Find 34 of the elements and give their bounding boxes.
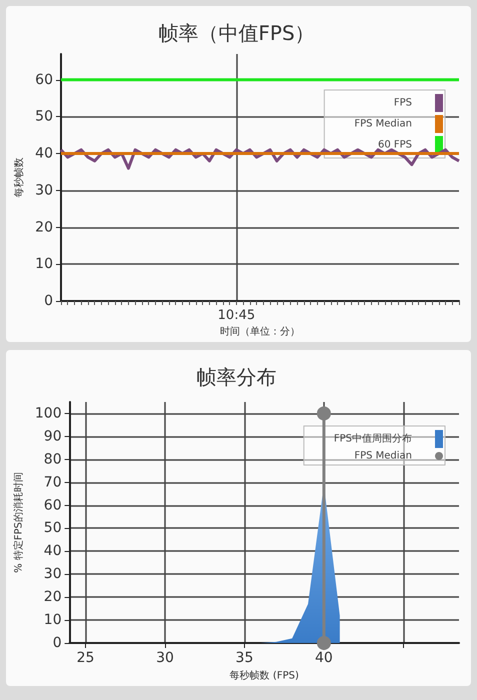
- y-tick-label: 30: [35, 182, 53, 198]
- y-tick-label: 0: [44, 293, 53, 309]
- y-tick-label: 80: [44, 451, 62, 468]
- chart-title: 帧率分布: [196, 365, 276, 389]
- y-tick-label: 0: [52, 635, 62, 651]
- x-axis-title: 每秒帧数 (FPS): [230, 670, 299, 682]
- legend-label: 60 FPS: [378, 140, 412, 150]
- y-tick-label: 100: [34, 405, 62, 422]
- y-axis-title: % 特定FPS的消耗时间: [12, 472, 24, 573]
- legend-label: FPS中值周围分布: [334, 432, 412, 444]
- legend-label: FPS: [394, 98, 412, 108]
- y-tick-label: 20: [44, 589, 62, 606]
- y-tick-label: 40: [44, 543, 62, 560]
- y-tick-label: 50: [35, 108, 53, 125]
- y-tick-label: 10: [44, 612, 62, 628]
- chart-title: 帧率（中值FPS）: [158, 21, 315, 45]
- x-tick-label: 35: [236, 650, 254, 666]
- y-axis-title: 每秒帧数: [12, 158, 25, 198]
- y-tick-label: 10: [35, 256, 53, 272]
- y-tick-label: 60: [44, 497, 62, 514]
- x-axis-title: 时间（单位：分）: [220, 326, 300, 338]
- x-tick-label: 30: [156, 650, 174, 666]
- y-tick-label: 90: [44, 428, 62, 444]
- x-tick-label: 25: [76, 650, 94, 666]
- y-tick-label: 20: [35, 219, 53, 236]
- legend-label: FPS Median: [354, 450, 412, 462]
- y-tick-label: 30: [44, 566, 62, 582]
- y-tick-label: 60: [35, 72, 53, 88]
- y-tick-label: 70: [44, 474, 62, 490]
- y-tick-label: 40: [35, 146, 53, 162]
- x-tick-label: 10:45: [218, 308, 256, 323]
- legend-label: FPS Median: [354, 118, 412, 130]
- x-tick-label: 40: [314, 650, 333, 666]
- y-tick-label: 50: [44, 520, 62, 536]
